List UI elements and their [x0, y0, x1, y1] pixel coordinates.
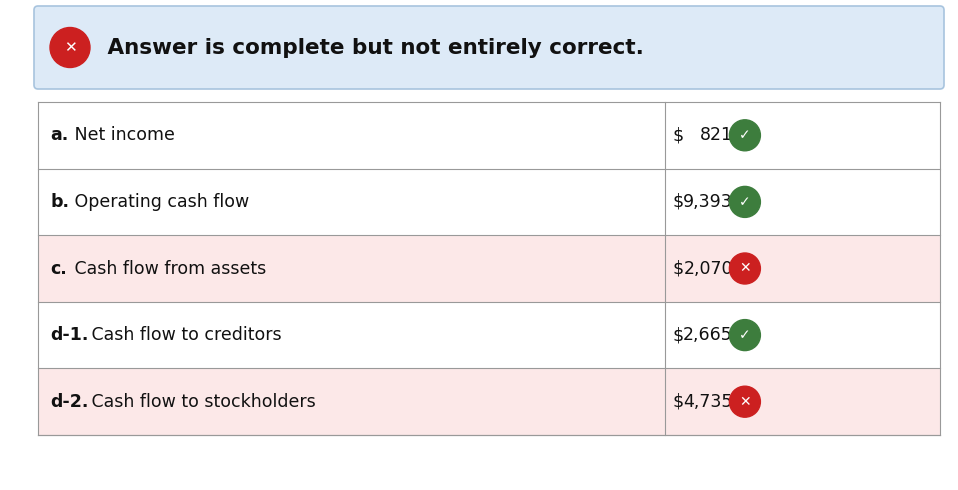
Text: c.: c. [50, 260, 67, 277]
Text: a.: a. [50, 126, 68, 144]
Text: $: $ [673, 392, 684, 411]
Text: 2,665: 2,665 [683, 326, 733, 344]
Text: 4,735: 4,735 [683, 392, 733, 411]
Text: $: $ [673, 193, 684, 211]
Text: $: $ [673, 260, 684, 277]
Text: b.: b. [50, 193, 69, 211]
Circle shape [729, 319, 761, 351]
Circle shape [729, 253, 761, 284]
Text: ✕: ✕ [739, 262, 751, 275]
Text: $: $ [673, 126, 684, 144]
Circle shape [729, 386, 761, 417]
Text: Cash flow to stockholders: Cash flow to stockholders [86, 392, 316, 411]
Text: Answer is complete but not entirely correct.: Answer is complete but not entirely corr… [100, 38, 644, 57]
Bar [38, 102, 940, 169]
Bar [38, 368, 940, 435]
Text: 2,070: 2,070 [683, 260, 733, 277]
Circle shape [729, 120, 761, 151]
Text: ✓: ✓ [739, 128, 751, 142]
Text: ✓: ✓ [739, 328, 751, 342]
Text: d-2.: d-2. [50, 392, 88, 411]
Text: Cash flow to creditors: Cash flow to creditors [86, 326, 282, 344]
FancyBboxPatch shape [34, 6, 944, 89]
Text: $: $ [673, 326, 684, 344]
Text: Cash flow from assets: Cash flow from assets [69, 260, 266, 277]
Circle shape [50, 27, 90, 68]
Bar [38, 235, 940, 302]
Text: ✕: ✕ [63, 40, 77, 55]
Text: ✓: ✓ [739, 195, 751, 209]
Text: Net income: Net income [69, 126, 175, 144]
Text: d-1.: d-1. [50, 326, 88, 344]
Text: 821: 821 [700, 126, 733, 144]
Text: Operating cash flow: Operating cash flow [69, 193, 249, 211]
Text: ✕: ✕ [739, 395, 751, 409]
Bar [38, 169, 940, 235]
Bar [38, 302, 940, 368]
Text: 9,393: 9,393 [683, 193, 733, 211]
Circle shape [729, 186, 761, 218]
